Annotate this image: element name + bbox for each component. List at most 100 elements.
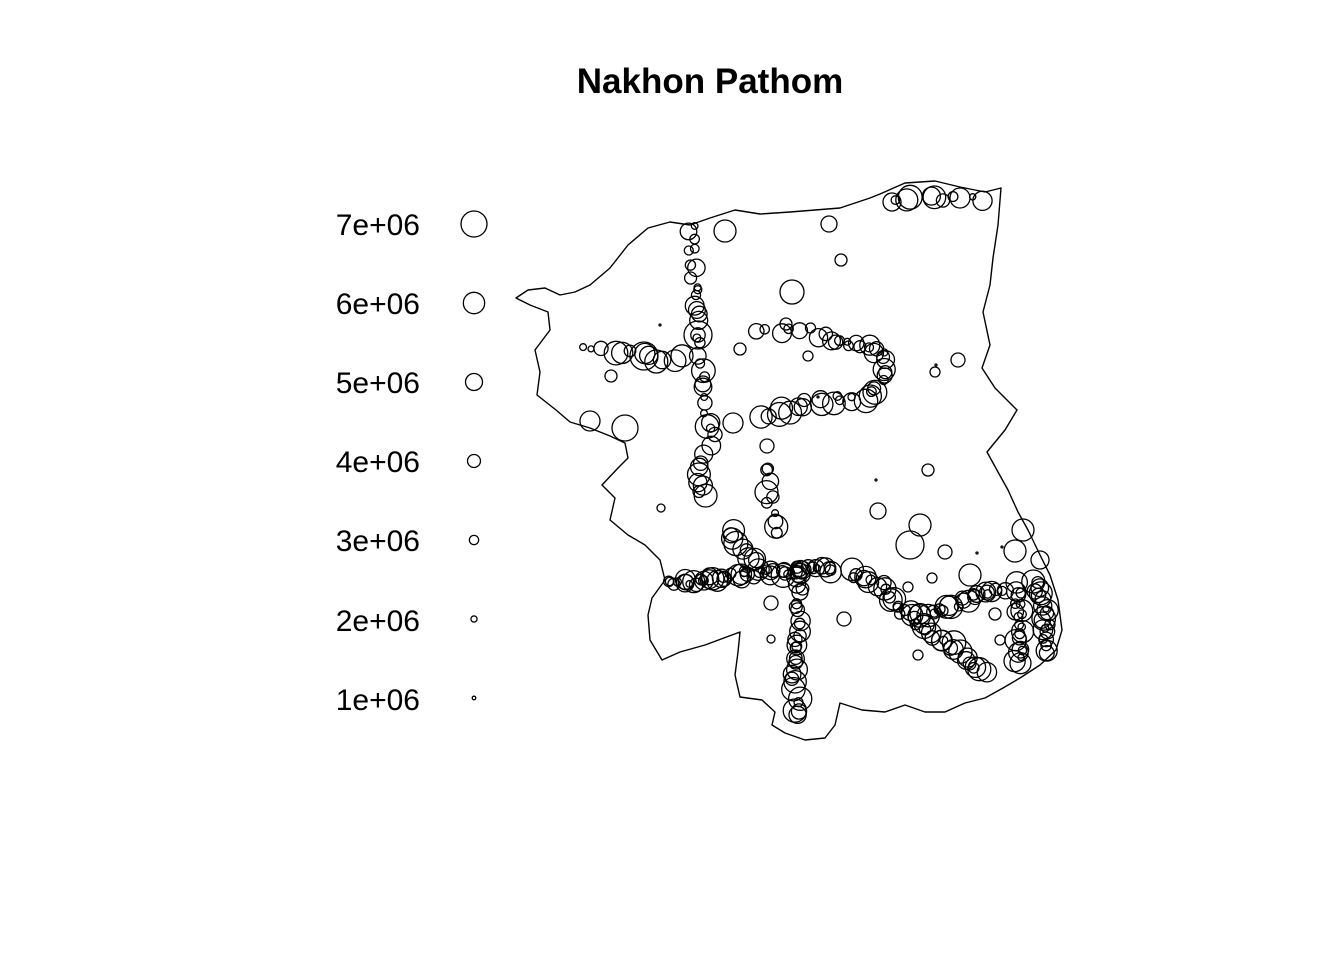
location-bubble xyxy=(766,634,776,644)
location-bubble xyxy=(1011,630,1027,646)
location-bubble xyxy=(705,423,716,433)
legend-label-3e06: 3e+06 xyxy=(336,525,420,558)
location-bubble xyxy=(747,558,770,581)
location-bubble xyxy=(656,503,666,513)
location-bubble xyxy=(988,582,1003,597)
legend-symbol-3 xyxy=(464,372,484,392)
location-bubble xyxy=(778,400,803,425)
location-bubble xyxy=(692,455,709,472)
location-bubble xyxy=(818,326,834,342)
location-bubble xyxy=(687,258,706,278)
location-bubble xyxy=(667,577,681,591)
location-bubble xyxy=(1009,652,1032,675)
location-bubble xyxy=(679,222,698,241)
location-bubble xyxy=(760,496,773,509)
location-bubble xyxy=(808,327,829,348)
location-bubble xyxy=(804,322,817,334)
location-bubble xyxy=(895,188,919,212)
location-bubble xyxy=(1030,550,1050,570)
location-bubble xyxy=(787,686,813,711)
location-bubble xyxy=(1017,609,1027,620)
location-bubble xyxy=(964,656,987,679)
location-bubble xyxy=(950,352,966,368)
location-bubble xyxy=(988,607,1002,621)
legend: 7e+06 6e+06 5e+06 4e+06 3e+06 2e+06 1e+0… xyxy=(336,209,488,717)
location-bubble xyxy=(921,186,942,206)
location-bubble xyxy=(688,346,707,365)
location-bubble xyxy=(713,219,737,243)
location-bubble xyxy=(934,363,938,367)
location-bubble xyxy=(759,438,775,454)
location-bubble xyxy=(793,617,806,630)
location-bubble xyxy=(779,317,793,331)
location-bubble xyxy=(793,397,813,417)
location-bubble xyxy=(603,340,629,366)
location-bubble xyxy=(782,664,802,684)
location-bubble xyxy=(733,342,747,356)
legend-symbol-1 xyxy=(460,210,488,238)
location-bubble xyxy=(1009,598,1021,610)
location-bubble xyxy=(791,322,809,340)
location-bubble xyxy=(722,412,744,434)
location-bubble xyxy=(790,610,811,632)
location-bubble xyxy=(912,649,924,661)
location-bubble xyxy=(1028,581,1053,606)
location-bubble xyxy=(689,243,700,254)
location-bubble xyxy=(749,405,773,429)
location-bubble xyxy=(857,571,880,594)
location-bubble xyxy=(1011,518,1035,542)
location-bubble xyxy=(802,350,814,362)
location-bubble xyxy=(863,342,885,364)
location-bubble xyxy=(865,574,877,586)
legend-label-5e06: 5e+06 xyxy=(336,367,420,400)
location-bubble xyxy=(921,463,935,477)
location-bubble xyxy=(953,601,964,612)
location-bubble xyxy=(739,543,754,557)
location-bubble xyxy=(579,410,601,432)
location-bubble xyxy=(593,340,609,357)
location-bubble xyxy=(972,190,993,212)
location-bubble xyxy=(783,569,793,579)
map-title: Nakhon Pathom xyxy=(577,62,843,101)
location-bubble xyxy=(926,572,938,584)
location-bubble xyxy=(834,253,848,267)
location-bubble xyxy=(766,401,792,427)
location-bubble xyxy=(1032,596,1053,616)
location-bubble xyxy=(1003,539,1027,563)
location-bubble xyxy=(797,392,812,408)
legend-symbol-2 xyxy=(462,291,486,315)
location-bubble xyxy=(816,395,820,399)
location-bubble xyxy=(863,342,875,353)
location-bubble xyxy=(975,551,979,555)
location-bubble xyxy=(763,595,779,611)
location-bubble xyxy=(874,478,878,482)
location-bubble xyxy=(787,575,807,594)
location-bubble xyxy=(690,289,702,301)
location-bubble xyxy=(883,590,897,604)
legend-symbols xyxy=(460,210,488,701)
location-bubble xyxy=(783,323,794,335)
location-bubble xyxy=(789,620,811,643)
location-bubble xyxy=(770,526,783,539)
location-bubble xyxy=(876,574,892,591)
location-bubble xyxy=(789,641,802,654)
location-bubble xyxy=(761,462,775,475)
location-bubble xyxy=(738,565,751,577)
location-bubble xyxy=(787,631,803,648)
location-bubble xyxy=(872,357,896,382)
legend-label-2e06: 2e+06 xyxy=(336,605,420,638)
legend-label-1e06: 1e+06 xyxy=(336,684,420,717)
location-bubble xyxy=(693,483,718,508)
location-bubble xyxy=(747,322,765,340)
location-bubble xyxy=(855,569,873,587)
location-bubble xyxy=(785,658,809,681)
location-bubble xyxy=(604,369,618,383)
location-bubble xyxy=(788,705,807,725)
location-bubble xyxy=(587,345,595,353)
location-bubble xyxy=(694,336,706,349)
location-bubble xyxy=(790,602,806,618)
location-bubble xyxy=(918,622,932,636)
location-bubble xyxy=(895,530,925,560)
location-bubble xyxy=(629,341,659,371)
location-bubble xyxy=(685,580,694,588)
